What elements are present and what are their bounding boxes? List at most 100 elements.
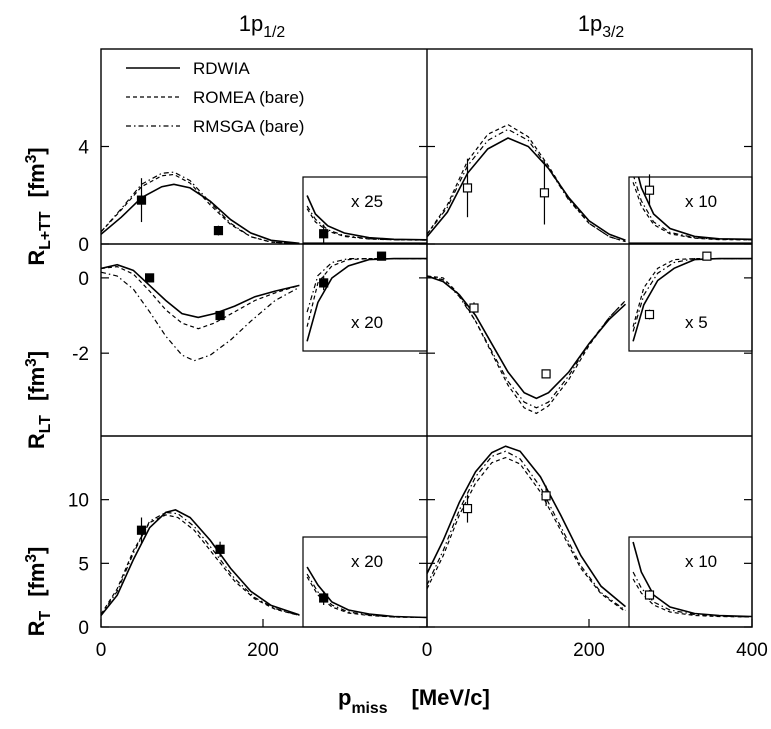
row1-col2-data-point-0: [462, 183, 473, 193]
row3-col2-data-point-1: [541, 491, 551, 501]
row1-col1-inset-romea-bare-curve: [306, 208, 427, 241]
row2-col2-panel: [427, 275, 627, 415]
row3-col1-data-point-0: [136, 525, 147, 535]
row1-col1-panel: [101, 171, 300, 244]
row3-col1-rdwia-curve: [101, 509, 300, 616]
row3-col2-inset-factor: x 10: [685, 552, 717, 571]
row3-col1-romea-bare-curve: [101, 514, 300, 617]
column-title-1-main: 1p: [239, 11, 263, 36]
row2-col2-rdwia-curve: [427, 275, 627, 400]
row3-col2-inset-rmsga-bare-curve: [632, 571, 752, 618]
row2-col1-inset-rdwia-curve: [306, 257, 427, 342]
row3-col2-rdwia-curve: [427, 445, 627, 608]
row2-col1-rdwia-curve: [101, 263, 300, 319]
legend-label-rdwia: RDWIA: [193, 59, 250, 78]
row2-ylabel: RLT [fm3]: [23, 351, 54, 449]
row1-col2-inset: x 10: [628, 174, 753, 244]
row1-col1-inset: x 25: [302, 176, 428, 244]
row3-col2-panel: [427, 445, 627, 613]
row1-col2-romea-bare-curve: [427, 123, 626, 243]
xtick-label-1: 200: [247, 640, 279, 661]
row3-ylabel-unit-end: ]: [24, 547, 49, 554]
row2-col1-romea-bare-curve: [101, 265, 300, 330]
row1-col2-inset-data-point-0: [644, 185, 655, 195]
panels-layer: [101, 123, 627, 617]
row2-ylabel-main: R: [24, 433, 49, 449]
row1-col2-rdwia-curve: [427, 137, 626, 242]
column-title-1-sub: 1/2: [263, 24, 285, 41]
row2-col1-inset-rmsga-bare-curve: [306, 258, 427, 313]
x-axis-label-sub: miss: [351, 700, 387, 717]
xtick-label-2: 0: [422, 640, 433, 661]
row2-ytick-label-1: 0: [78, 269, 89, 290]
x-axis-label-main: p: [338, 685, 351, 710]
row2-col2-inset-rmsga-bare-curve: [632, 258, 752, 332]
row2-col2-rmsga-bare-curve: [427, 275, 626, 409]
row1-col1-rdwia-curve: [101, 183, 300, 244]
row1-ylabel: RL+TT [fm3]: [23, 147, 54, 265]
insets-layer: x 25 x 10 x 20 x 5 x 20 x 10: [302, 174, 753, 628]
column-title-2: 1p3/2: [578, 11, 625, 41]
row1-col1-inset-rmsga-bare-curve: [306, 205, 427, 241]
frame-layer: [100, 48, 753, 628]
row2-ylabel-unit-end: ]: [24, 351, 49, 358]
row3-ylabel-sub: T: [37, 610, 54, 620]
legend-label-romea-bare: ROMEA (bare): [193, 88, 304, 107]
row2-col2-inset-data-point-1: [702, 251, 712, 261]
row2-col1-inset-data-point-1: [376, 251, 387, 261]
row2-col2-inset: x 5: [628, 243, 753, 352]
row3-ytick-label-2: 10: [68, 491, 89, 512]
row2-ytick-label-0: -2: [72, 344, 89, 365]
row3-ytick-label-0: 0: [78, 618, 89, 639]
row2-col1-panel: [101, 263, 300, 362]
row1-ylabel-unit-end: ]: [24, 147, 49, 154]
row1-col2-rmsga-bare-curve: [427, 128, 626, 243]
row2-col1-data-point-0: [145, 273, 155, 283]
row1-ylabel-sub: L+TT: [37, 211, 54, 250]
row3-ylabel-unit-sup: 3: [23, 554, 40, 563]
row1-col1-rmsga-bare-curve: [101, 171, 300, 244]
row3-col1-inset: x 20: [302, 536, 428, 628]
row2-col2-data-point-0: [469, 303, 479, 313]
row2-col1-inset: x 20: [302, 243, 428, 352]
row3-col2-rmsga-bare-curve: [427, 450, 626, 611]
row3-col1-inset-factor: x 20: [351, 552, 383, 571]
row2-col2-romea-bare-curve: [427, 275, 626, 415]
row3-col1-inset-data-point-0: [319, 593, 329, 603]
row3-col2-romea-bare-curve: [427, 456, 626, 613]
row1-col1-romea-bare-curve: [101, 173, 300, 244]
row3-ylabel-main: R: [24, 620, 49, 636]
row3-ylabel-unit: [fm: [24, 563, 49, 597]
xtick-label-0: 0: [96, 640, 107, 661]
row2-ylabel-sub: LT: [37, 415, 54, 433]
row1-col1-data-point-0: [136, 195, 147, 205]
row3-col1-inset-romea-bare-curve: [306, 576, 427, 619]
x-axis-label: pmiss [MeV/c]: [338, 685, 490, 717]
legend-label-rmsga-bare: RMSGA (bare): [193, 117, 304, 136]
row1-col2-panel: [427, 123, 626, 243]
row1-ylabel-unit-sup: 3: [23, 155, 40, 164]
row1-col2-inset-rmsga-bare-curve: [633, 177, 752, 241]
row2-col1-inset-factor: x 20: [351, 313, 383, 332]
row2-col1-data-point-1: [215, 310, 225, 321]
x-axis-label-unit: [MeV/c]: [412, 685, 490, 710]
row1-col2-inset-factor: x 10: [685, 192, 717, 211]
row2-col1-inset-romea-bare-curve: [306, 258, 427, 327]
row1-col1-inset-data-point-0: [319, 229, 329, 239]
row2-col2-inset-data-point-0: [644, 309, 655, 320]
row1-ylabel-main: R: [24, 250, 49, 266]
row3-col1-inset-box: [302, 536, 428, 628]
row1-col1-data-point-1: [213, 225, 224, 236]
row1-col2-data-point-1: [539, 188, 550, 198]
column-title-2-sub: 3/2: [602, 24, 624, 41]
row3-col1-inset-rmsga-bare-curve: [306, 573, 427, 619]
row3-ytick-label-1: 5: [78, 554, 89, 575]
row1-ytick-label-0: 0: [78, 235, 89, 256]
row2-ylabel-unit: [fm: [24, 367, 49, 401]
row3-col2-inset-data-point-0: [644, 590, 655, 600]
xtick-label-3: 200: [573, 640, 605, 661]
row3-col2-data-point-0: [462, 503, 473, 514]
row3-col1-data-point-1: [215, 544, 225, 554]
